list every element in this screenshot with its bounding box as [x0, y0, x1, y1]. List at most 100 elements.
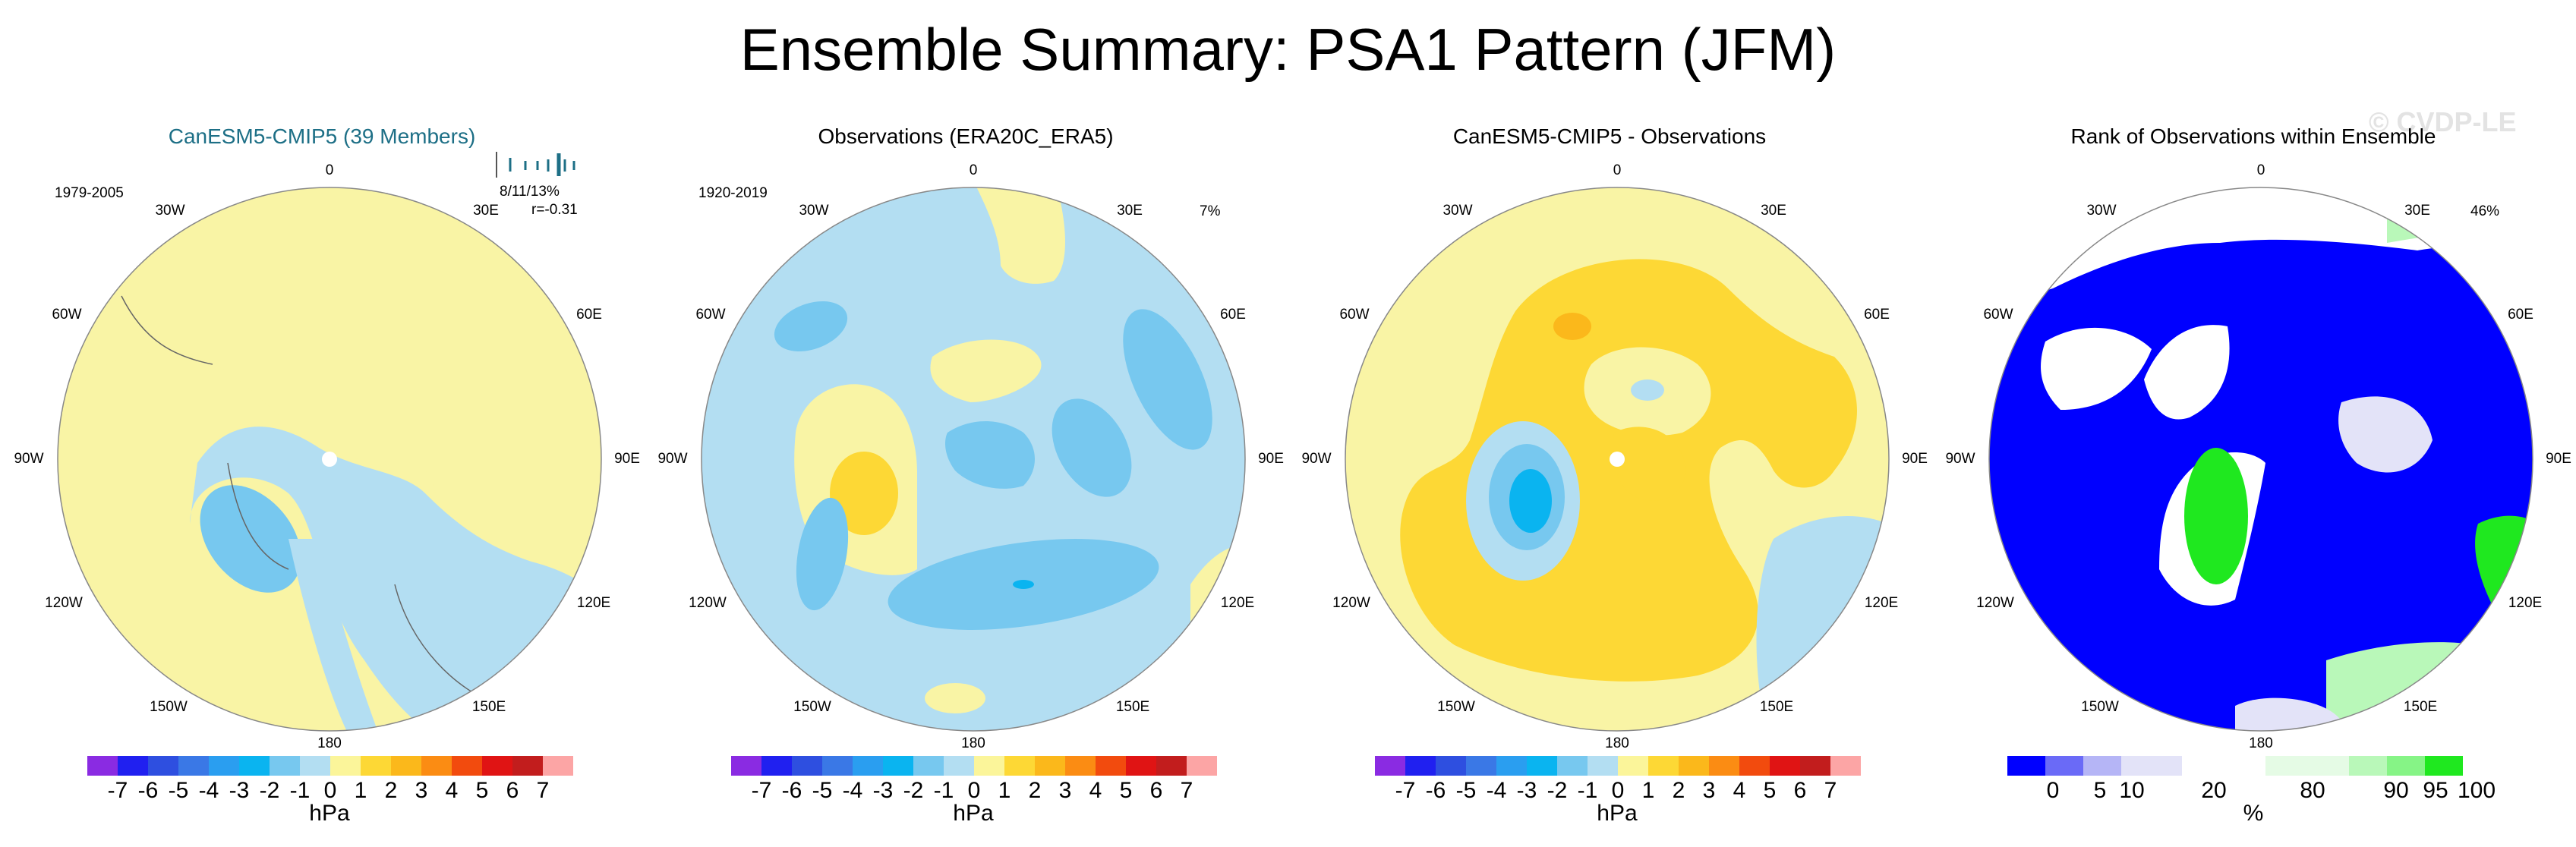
colorbar-tick: 3 [1702, 778, 1716, 803]
colorbar-tick: -6 [781, 778, 802, 803]
low-rank-region [1989, 187, 2533, 731]
colorbar-swatch [1739, 756, 1770, 776]
lon-label: 90E [2546, 451, 2571, 467]
panel-rank: Rank of Observations within Ensemble 46%… [1931, 114, 2575, 847]
colorbar-tick: -7 [107, 778, 128, 803]
period-label: 1979-2005 [55, 185, 124, 201]
colorbar-swatch [1187, 756, 1217, 776]
lon-label: 30W [2086, 203, 2117, 219]
colorbar-tick: 0 [967, 778, 981, 803]
colorbar-swatch [974, 756, 1004, 776]
colorbar-tick: 2 [1672, 778, 1685, 803]
negative-core [1509, 469, 1552, 533]
colorbar-swatch [1709, 756, 1739, 776]
colorbar-tick: 95 [2423, 778, 2448, 803]
colorbar-tick: 100 [2457, 778, 2496, 803]
lon-label: 150E [1759, 699, 1794, 715]
colorbar-swatch [300, 756, 330, 776]
lon-label: 90W [657, 451, 688, 467]
colorbar-tick: -2 [903, 778, 924, 803]
map-boundary [701, 187, 1246, 732]
lon-label: 120E [576, 595, 611, 611]
polar-map [1345, 187, 1890, 732]
lon-label: 180 [317, 735, 342, 751]
lon-label: 30W [1442, 203, 1473, 219]
lon-label: 30E [1117, 203, 1143, 219]
colorbar-tick: -5 [168, 778, 189, 803]
map-boundary [1345, 187, 1890, 732]
lon-label: 150W [2081, 699, 2119, 715]
lon-label: 90W [1301, 451, 1332, 467]
colorbar-swatch [1156, 756, 1187, 776]
map-boundary [57, 187, 602, 732]
colorbar-tick: 6 [1149, 778, 1163, 803]
colorbar-tick: 1 [1641, 778, 1655, 803]
colorbar-unit: hPa [953, 801, 994, 826]
ensemble-spread-ticks [496, 152, 575, 178]
high-rank-region [2184, 448, 2248, 584]
colorbar-tick: 3 [1058, 778, 1072, 803]
lon-label: 150W [793, 699, 831, 715]
lon-label: 180 [1605, 735, 1629, 751]
colorbar-swatch [239, 756, 270, 776]
lon-label: 90W [1945, 451, 1975, 467]
colorbar-tick: 90 [2383, 778, 2409, 803]
colorbar-tick: 2 [1028, 778, 1042, 803]
lon-label: 60E [1220, 307, 1246, 323]
lon-label: 60W [52, 307, 82, 323]
colorbar-swatch [1800, 756, 1830, 776]
colorbar-tick: -3 [872, 778, 894, 803]
lon-label: 180 [2249, 735, 2273, 751]
lon-label: 120E [1864, 595, 1899, 611]
colorbar-tick: 5 [1763, 778, 1777, 803]
colorbar-tick: 20 [2201, 778, 2227, 803]
colorbar-unit: hPa [309, 801, 350, 826]
colorbar-swatch [1035, 756, 1065, 776]
colorbar-unit: % [2243, 801, 2264, 826]
colorbar-tick: 6 [506, 778, 519, 803]
colorbar-tick: 4 [1733, 778, 1746, 803]
colorbar-tick: 5 [2093, 778, 2107, 803]
colorbar-swatch [913, 756, 944, 776]
lon-label: 0 [969, 162, 978, 178]
colorbar-tick: -6 [1425, 778, 1446, 803]
colorbar-swatch [178, 756, 209, 776]
colorbar-swatch [1496, 756, 1527, 776]
panel-title: Rank of Observations within Ensemble [2070, 124, 2436, 148]
panel-title: Observations (ERA20C_ERA5) [818, 124, 1114, 148]
lon-label: 90E [1902, 451, 1928, 467]
colorbar-swatch [421, 756, 452, 776]
colorbar-tick: -1 [289, 778, 311, 803]
figure-title: Ensemble Summary: PSA1 Pattern (JFM) [739, 16, 1837, 83]
percent-label: 7% [1200, 203, 1221, 219]
lon-label: 60E [1864, 307, 1890, 323]
colorbar-swatch [2349, 756, 2387, 776]
colorbar-tick: 5 [475, 778, 489, 803]
lon-label: 0 [325, 162, 334, 178]
lon-label: 120W [1332, 595, 1370, 611]
colorbar-tick: 2 [384, 778, 398, 803]
lon-label: 30E [2404, 203, 2430, 219]
colorbar-swatch [1004, 756, 1035, 776]
colorbar-swatch [2387, 756, 2425, 776]
lon-label: 120W [45, 595, 83, 611]
colorbar-tick: -3 [1516, 778, 1537, 803]
colorbar-swatch [1065, 756, 1096, 776]
colorbar-swatch [1436, 756, 1466, 776]
colorbar-swatch [1527, 756, 1557, 776]
colorbar-swatch [270, 756, 300, 776]
colorbar-swatch [1126, 756, 1156, 776]
lon-label: 120E [2508, 595, 2543, 611]
colorbar-swatch [2121, 756, 2182, 776]
negative-core [200, 485, 301, 593]
colorbar-swatch [1679, 756, 1709, 776]
stat-label: 8/11/13% [500, 184, 560, 200]
colorbar-swatch [1375, 756, 1405, 776]
lon-label: 30E [473, 203, 499, 219]
colorbar-swatch [1588, 756, 1618, 776]
polar-map [1988, 187, 2533, 732]
colorbar-swatch [512, 756, 543, 776]
colorbar-swatch [330, 756, 361, 776]
panel-ensemble-mean: CanESM5-CMIP5 (39 Members) 1979-2005 8/1… [0, 114, 644, 847]
colorbar-tick: -1 [933, 778, 954, 803]
